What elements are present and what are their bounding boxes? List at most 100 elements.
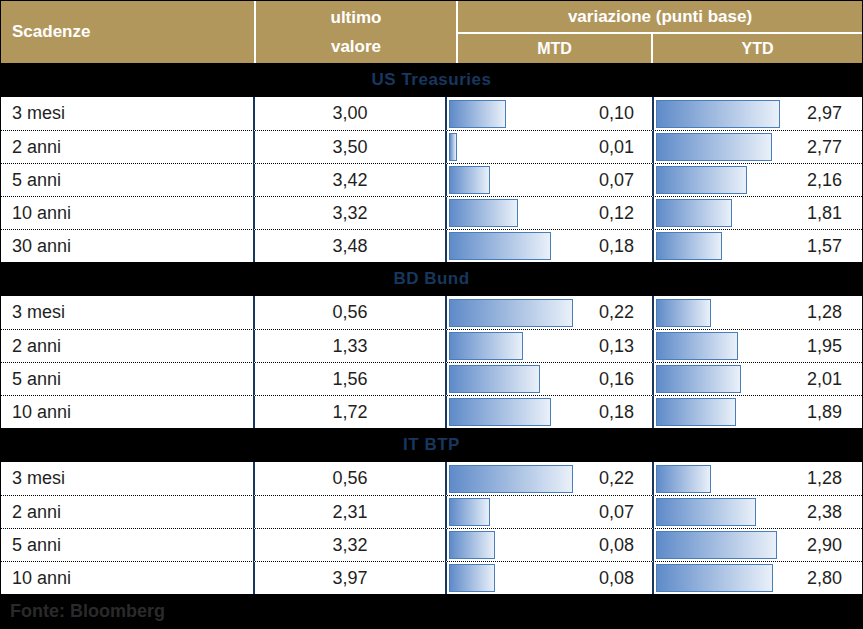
table-header: Scadenze ultimo valore variazione (punti… [1,1,862,63]
table-row: 2 anni1,330,131,95 [1,329,862,362]
section-title: IT BTP [403,435,460,455]
mtd-cell: 0,22 [445,296,652,329]
table-row: 5 anni1,560,162,01 [1,362,862,395]
rates-table: Scadenze ultimo valore variazione (punti… [0,0,863,629]
ytd-cell: 2,77 [652,131,862,163]
mtd-bar [449,166,490,194]
row-label: 3 mesi [1,97,253,130]
ytd-cell: 1,95 [652,330,862,362]
row-label: 2 anni [1,496,253,528]
ytd-value: 1,57 [807,236,842,257]
row-label: 10 anni [1,197,253,229]
header-scadenze: Scadenze [1,1,254,63]
ytd-cell: 2,16 [652,164,862,196]
section-title: US Treasuries [372,70,492,90]
source-footer: Fonte: Bloomberg [1,594,862,628]
header-ultimo-line2: valore [331,37,381,57]
ytd-cell: 2,97 [652,97,862,130]
mtd-cell: 0,10 [445,97,652,130]
section-band: US Treasuries [1,63,862,97]
ytd-value: 2,90 [807,535,842,556]
header-ultimo-line1: ultimo [331,8,382,28]
mtd-value: 0,18 [599,236,634,257]
section-title: BD Bund [393,269,469,289]
mtd-bar [449,564,495,592]
ytd-bar [656,398,736,426]
ytd-bar [656,564,773,592]
ytd-bar [656,465,711,493]
mtd-cell: 0,18 [445,396,652,428]
table-row: 3 mesi0,56 0,22 1,28 [1,296,862,329]
mtd-cell: 0,18 [445,230,652,262]
row-label: 5 anni [1,164,253,196]
ultimo-valore-cell: 3,32 [253,529,445,561]
ultimo-valore-cell: 3,97 [253,562,445,594]
table-row: 3 mesi0,560,221,28 [1,462,862,495]
header-mtd: MTD [456,32,651,63]
table-row: 30 anni3,480,181,57 [1,229,862,262]
mtd-value: 0,08 [599,535,634,556]
ytd-bar [656,365,741,393]
ytd-bar [656,199,732,227]
ytd-cell: 1,28 [652,462,862,495]
mtd-bar [449,398,551,426]
ultimo-valore-cell: 3,48 [253,230,445,262]
ytd-value: 1,28 [807,468,842,489]
ytd-value: 1,28 [807,302,842,323]
mtd-bar [449,365,540,393]
table-row: 2 anni3,500,012,77 [1,130,862,163]
row-label: 5 anni [1,363,253,395]
table-row: 10 anni1,720,181,89 [1,395,862,428]
mtd-bar [449,133,457,161]
mtd-bar [449,100,506,128]
ytd-cell: 1,57 [652,230,862,262]
mtd-bar [449,531,495,559]
mtd-value: 0,10 [599,103,634,124]
table-row: 3 mesi3,00 0,10 2,97 [1,97,862,130]
mtd-value: 0,22 [599,302,634,323]
section-band: IT BTP [1,428,862,462]
ultimo-valore-cell: 3,00 [253,97,445,130]
header-variazione: variazione (punti base) [456,1,862,32]
mtd-value: 0,22 [599,468,634,489]
mtd-bar [449,498,490,526]
ultimo-valore-cell: 0,56 [253,462,445,495]
mtd-bar [449,465,573,493]
row-label: 2 anni [1,330,253,362]
mtd-cell: 0,07 [445,164,652,196]
ultimo-valore-cell: 1,72 [253,396,445,428]
ultimo-valore-cell: 3,42 [253,164,445,196]
ytd-cell: 2,01 [652,363,862,395]
ytd-bar [656,299,711,327]
ultimo-valore-cell: 0,56 [253,296,445,329]
mtd-cell: 0,16 [445,363,652,395]
mtd-cell: 0,07 [445,496,652,528]
ytd-cell: 2,38 [652,496,862,528]
ytd-cell: 2,90 [652,529,862,561]
header-ultimo-valore: ultimo valore [254,1,456,63]
table-row: 2 anni2,31 0,07 2,38 [1,495,862,528]
ultimo-valore-cell: 2,31 [253,496,445,528]
ytd-value: 1,95 [807,336,842,357]
ytd-value: 1,81 [807,203,842,224]
source-label: Fonte: Bloomberg [10,601,165,622]
mtd-value: 0,12 [599,203,634,224]
table-row: 5 anni3,42 0,07 2,16 [1,163,862,196]
ytd-cell: 1,81 [652,197,862,229]
ultimo-valore-cell: 1,33 [253,330,445,362]
mtd-cell: 0,08 [445,529,652,561]
mtd-value: 0,01 [599,137,634,158]
ytd-value: 2,01 [807,369,842,390]
ytd-value: 2,97 [807,103,842,124]
mtd-bar [449,332,523,360]
ultimo-valore-cell: 3,50 [253,131,445,163]
ytd-value: 2,38 [807,502,842,523]
row-label: 3 mesi [1,296,253,329]
table-row: 5 anni3,320,082,90 [1,528,862,561]
row-label: 10 anni [1,562,253,594]
ytd-value: 2,80 [807,568,842,589]
mtd-value: 0,07 [599,170,634,191]
mtd-value: 0,07 [599,502,634,523]
mtd-bar [449,232,551,260]
mtd-value: 0,18 [599,402,634,423]
